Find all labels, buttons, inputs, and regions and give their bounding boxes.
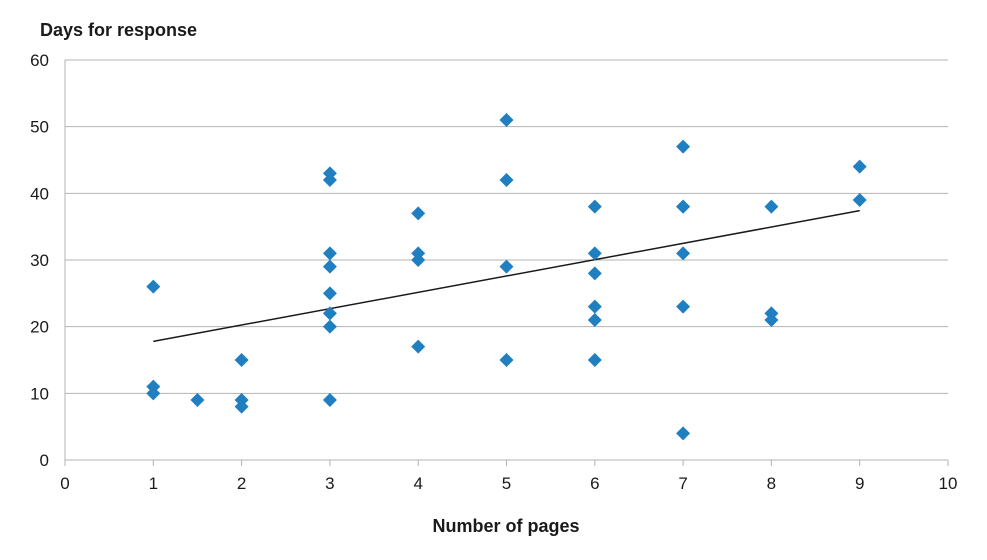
x-tick-label-0: 0 — [60, 474, 69, 493]
data-point-32 — [676, 199, 691, 214]
data-point-21 — [499, 173, 514, 187]
y-tick-labels: 0 10 20 30 40 50 60 — [30, 51, 49, 470]
data-point-12 — [322, 286, 337, 301]
data-point-14 — [322, 319, 337, 334]
data-point-40 — [852, 193, 867, 207]
data-point-27 — [587, 299, 602, 314]
x-tick-label-9: 9 — [855, 474, 864, 493]
data-point-18 — [411, 253, 426, 267]
trendline — [153, 209, 860, 343]
data-point-38 — [764, 313, 779, 327]
data-point-3 — [146, 386, 161, 401]
y-tick-label-10: 10 — [30, 384, 49, 403]
data-point-23 — [499, 353, 514, 367]
data-point-25 — [587, 246, 602, 261]
data-point-10 — [322, 246, 337, 261]
x-tick-label-10: 10 — [939, 474, 958, 493]
x-axis-title: Number of pages — [432, 516, 579, 536]
x-tick-labels: 0 1 2 3 4 5 6 7 8 9 10 — [60, 474, 957, 493]
data-point-11 — [322, 259, 337, 274]
x-tick-label-4: 4 — [413, 474, 422, 493]
x-tick-label-3: 3 — [325, 474, 334, 493]
data-point-1 — [146, 279, 161, 294]
x-tick-label-5: 5 — [502, 474, 511, 493]
data-point-16 — [411, 206, 426, 221]
x-tick-label-8: 8 — [767, 474, 776, 493]
y-axis-title: Days for response — [40, 20, 197, 40]
data-point-9 — [322, 173, 337, 187]
x-tick-label-1: 1 — [149, 474, 158, 493]
data-point-28 — [587, 313, 602, 327]
data-point-30 — [676, 139, 691, 154]
data-point-19 — [411, 339, 426, 354]
data-point-5 — [234, 353, 249, 367]
data-point-15 — [322, 393, 337, 407]
data-point-22 — [499, 259, 514, 274]
data-point-36 — [764, 199, 779, 214]
data-point-7 — [234, 399, 249, 414]
data-point-39 — [852, 159, 867, 174]
y-tick-label-60: 60 — [30, 51, 49, 70]
x-tick-label-6: 6 — [590, 474, 599, 493]
data-point-29 — [587, 353, 602, 367]
gridlines — [65, 59, 948, 394]
data-point-24 — [587, 199, 602, 214]
axes — [64, 60, 949, 466]
data-point-33 — [676, 246, 691, 261]
data-points — [146, 113, 867, 441]
data-point-26 — [587, 266, 602, 281]
x-tick-label-2: 2 — [237, 474, 246, 493]
y-tick-label-40: 40 — [30, 184, 49, 203]
data-point-34 — [676, 299, 691, 314]
data-point-20 — [499, 113, 514, 127]
data-point-35 — [676, 426, 691, 441]
data-point-13 — [322, 306, 337, 321]
y-tick-label-0: 0 — [40, 451, 49, 470]
y-tick-label-50: 50 — [30, 118, 49, 137]
x-tick-label-7: 7 — [678, 474, 687, 493]
data-point-4 — [190, 393, 205, 407]
y-tick-label-20: 20 — [30, 318, 49, 337]
y-tick-label-30: 30 — [30, 251, 49, 270]
trendline-group — [153, 209, 860, 343]
